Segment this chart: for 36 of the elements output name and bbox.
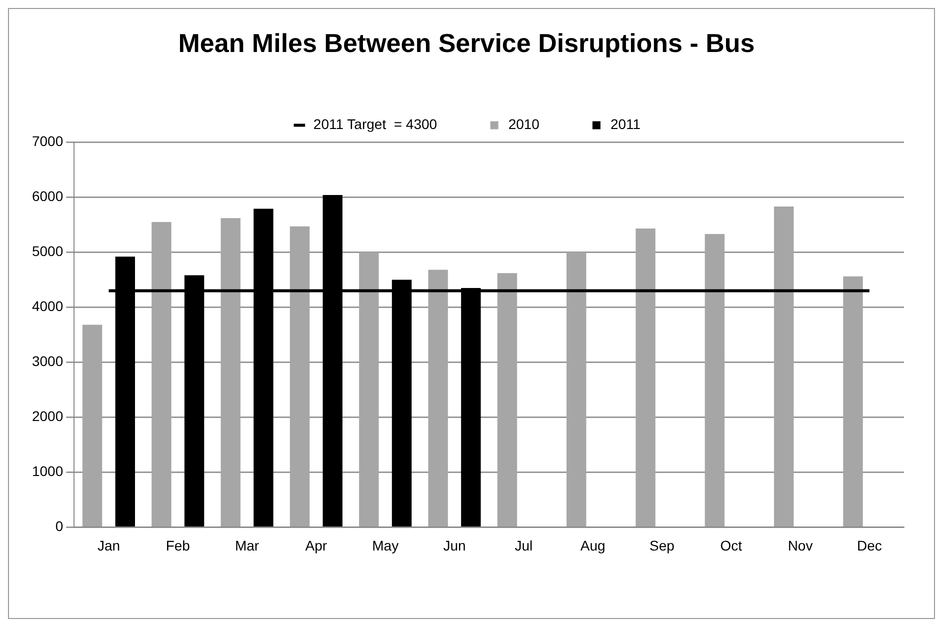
y-tick-label: 2000: [32, 408, 64, 424]
bar: [636, 228, 656, 526]
x-tick-label: Sep: [650, 537, 675, 554]
bar: [152, 222, 172, 526]
bar: [497, 273, 518, 526]
legend-label: 2011 Target = 4300: [313, 116, 438, 132]
x-tick-label: Jul: [514, 537, 533, 554]
x-tick-label: Apr: [305, 537, 328, 554]
y-tick-label: 4000: [32, 298, 64, 314]
x-tick-label: Dec: [856, 537, 882, 554]
x-tick-label: Oct: [720, 537, 742, 554]
bar: [428, 270, 448, 526]
bar: [359, 252, 379, 526]
y-tick-label: 7000: [32, 133, 64, 150]
legend-label: 2010: [508, 116, 540, 132]
x-tick-label: Jun: [443, 537, 466, 554]
y-tick-label: 5000: [32, 243, 64, 260]
x-tick-label: Jan: [97, 537, 120, 554]
x-tick-label: Aug: [580, 537, 606, 554]
bar: [220, 218, 240, 526]
y-tick-label: 0: [55, 518, 64, 534]
y-tick-label: 3000: [32, 353, 64, 370]
y-tick-label: 1000: [32, 463, 64, 480]
bar: [843, 276, 863, 526]
x-tick-label: Mar: [234, 537, 260, 554]
x-tick-label: May: [372, 537, 399, 554]
bar: [82, 324, 102, 526]
bar: [704, 234, 725, 526]
x-tick-label: Nov: [788, 537, 813, 554]
bar: [774, 206, 794, 526]
y-tick-label: 6000: [32, 188, 64, 204]
bar: [290, 226, 310, 526]
chart-title: Mean Miles Between Service Disruptions - Bus: [178, 28, 755, 58]
bar: [566, 252, 586, 526]
x-tick-label: Feb: [166, 537, 190, 554]
legend-label: 2011: [610, 116, 641, 132]
